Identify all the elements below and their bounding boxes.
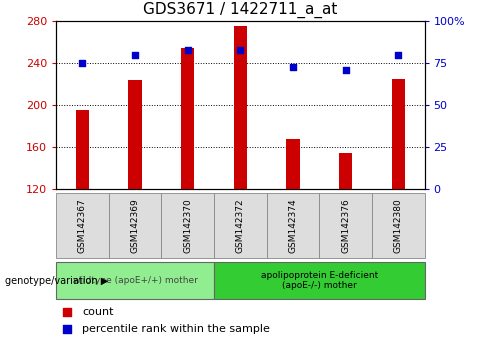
Text: GSM142370: GSM142370 — [183, 198, 192, 253]
Text: count: count — [82, 307, 113, 316]
Point — [289, 64, 297, 69]
Bar — [56, 193, 109, 258]
Text: GSM142376: GSM142376 — [341, 198, 350, 253]
Bar — [286, 139, 300, 189]
Title: GDS3671 / 1422711_a_at: GDS3671 / 1422711_a_at — [143, 2, 338, 18]
Point — [237, 47, 244, 53]
Point — [394, 52, 402, 58]
Text: GSM142374: GSM142374 — [288, 198, 298, 253]
Point — [131, 52, 139, 58]
Bar — [181, 47, 194, 189]
Bar — [128, 80, 142, 189]
Point — [184, 47, 192, 53]
Bar — [56, 262, 214, 299]
Point — [79, 61, 86, 66]
Bar — [109, 193, 162, 258]
Text: genotype/variation ▶: genotype/variation ▶ — [5, 275, 108, 286]
Bar — [372, 193, 425, 258]
Text: wildtype (apoE+/+) mother: wildtype (apoE+/+) mother — [73, 276, 198, 285]
Text: GSM142380: GSM142380 — [394, 198, 403, 253]
Bar — [234, 27, 247, 189]
Bar — [214, 262, 425, 299]
Bar — [266, 193, 319, 258]
Point — [342, 67, 349, 73]
Text: apolipoprotein E-deficient
(apoE-/-) mother: apolipoprotein E-deficient (apoE-/-) mot… — [261, 271, 378, 290]
Bar — [392, 79, 405, 189]
Point — [63, 326, 71, 332]
Point — [63, 309, 71, 314]
Bar — [162, 193, 214, 258]
Text: GSM142367: GSM142367 — [78, 198, 87, 253]
Bar — [319, 193, 372, 258]
Bar — [214, 193, 266, 258]
Bar — [339, 153, 352, 189]
Text: percentile rank within the sample: percentile rank within the sample — [82, 324, 270, 334]
Text: GSM142369: GSM142369 — [131, 198, 140, 253]
Text: GSM142372: GSM142372 — [236, 198, 245, 253]
Bar — [76, 109, 89, 189]
